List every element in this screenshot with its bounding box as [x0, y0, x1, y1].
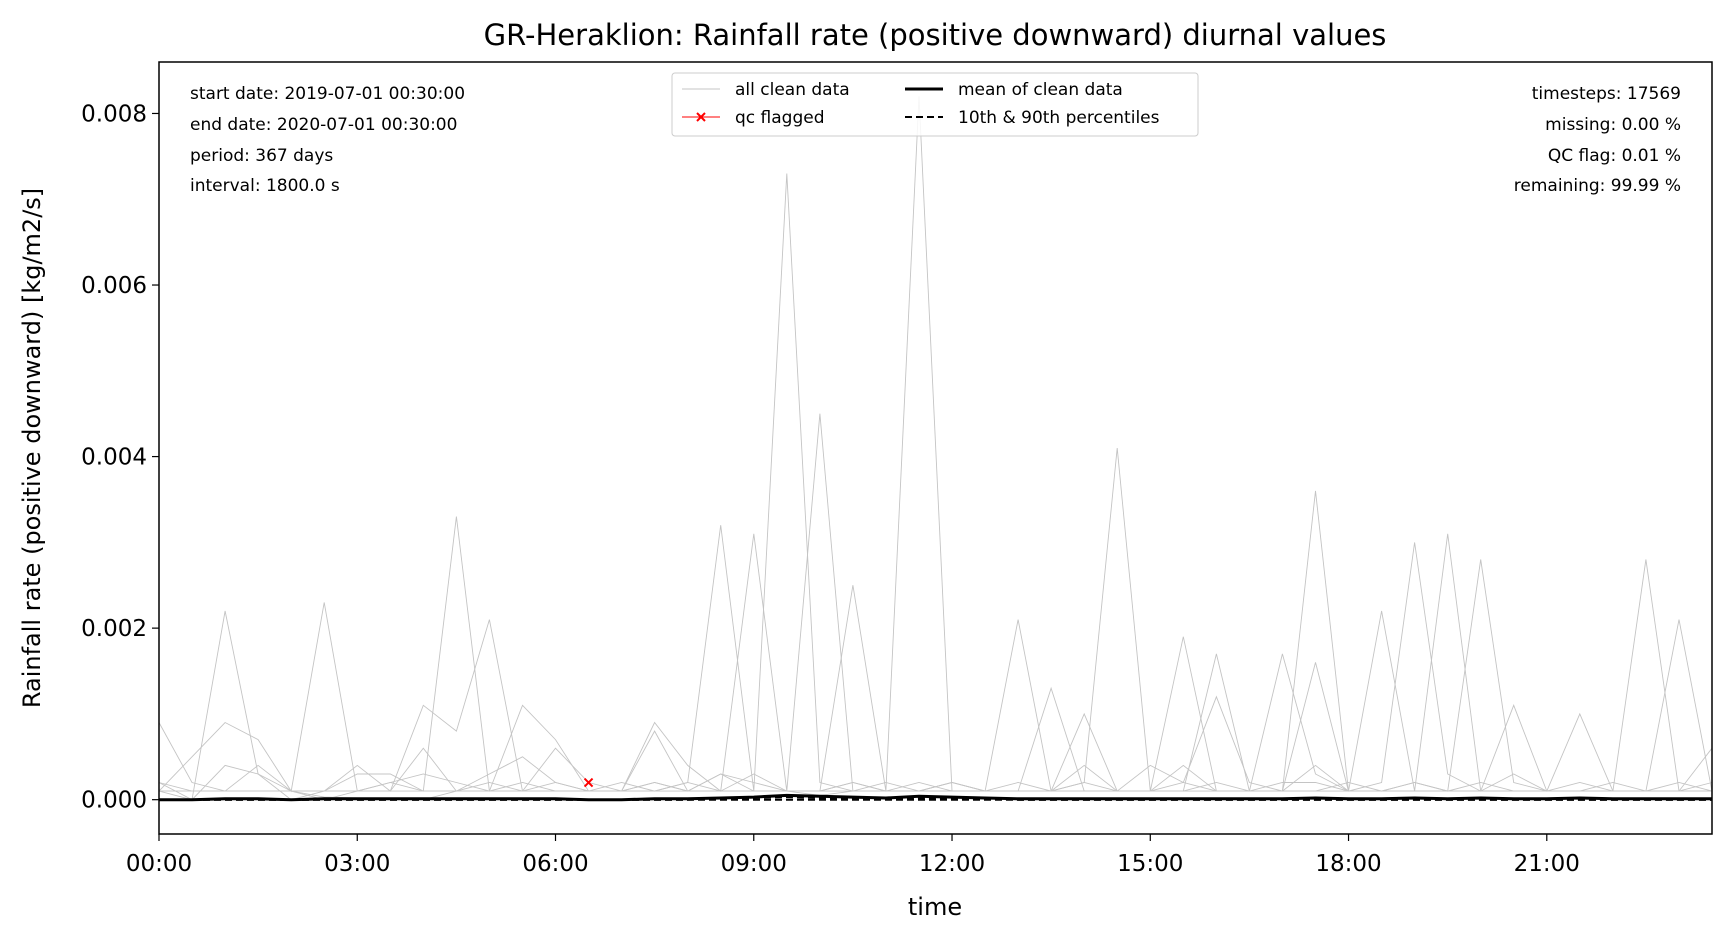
plot-area — [158, 96, 1713, 802]
info-start-date: start date: 2019-07-01 00:30:00 — [190, 84, 465, 104]
info-end-date: end date: 2020-07-01 00:30:00 — [190, 115, 457, 135]
info-left: start date: 2019-07-01 00:30:00 end date… — [190, 84, 465, 196]
x-tick-label-0: 00:00 — [126, 851, 192, 877]
info-remaining: remaining: 99.99 % — [1514, 176, 1681, 196]
x-tick-label-6: 18:00 — [1315, 851, 1381, 877]
y-tick-label-0: 0.000 — [81, 788, 147, 814]
chart-title: GR-Heraklion: Rainfall rate (positive do… — [484, 18, 1387, 52]
y-axis-ticks: 0.000 0.002 0.004 0.006 0.008 — [81, 101, 159, 814]
x-axis-ticks: 00:00 03:00 06:00 09:00 12:00 15:00 18:00 21:00 — [126, 834, 1580, 877]
info-timesteps: timesteps: 17569 — [1532, 84, 1681, 104]
qc-flag-marker-0 — [583, 777, 594, 788]
info-qc-flag: QC flag: 0.01 % — [1548, 146, 1681, 166]
legend-label-clean: all clean data — [735, 80, 850, 100]
x-tick-label-4: 12:00 — [919, 851, 985, 877]
y-tick-label-2: 0.004 — [81, 445, 147, 471]
legend-box — [671, 72, 1199, 137]
x-tick-label-1: 03:00 — [324, 851, 390, 877]
x-tick-label-5: 15:00 — [1117, 851, 1183, 877]
axes-frame — [158, 61, 1713, 835]
info-period: period: 367 days — [190, 146, 333, 166]
y-tick-label-1: 0.002 — [81, 616, 147, 642]
legend-label-mean: mean of clean data — [958, 80, 1123, 100]
x-axis-label: time — [908, 893, 962, 921]
info-missing: missing: 0.00 % — [1545, 115, 1681, 135]
mean-line — [159, 793, 1712, 802]
legend-label-percentiles: 10th & 90th percentiles — [958, 108, 1160, 128]
legend: all clean data qc flagged mean of clean … — [671, 72, 1199, 137]
x-tick-label-2: 06:00 — [522, 851, 588, 877]
legend-qc-marker — [696, 112, 706, 122]
x-tick-label-3: 09:00 — [721, 851, 787, 877]
y-axis-label: Rainfall rate (positive downward) [kg/m2… — [18, 188, 46, 708]
y-tick-label-3: 0.006 — [81, 273, 147, 299]
x-tick-label-7: 21:00 — [1514, 851, 1580, 877]
y-tick-label-4: 0.008 — [81, 101, 147, 127]
info-right: timesteps: 17569 missing: 0.00 % QC flag… — [1514, 84, 1681, 196]
clean-data-line-6 — [159, 653, 1712, 792]
info-interval: interval: 1800.0 s — [190, 176, 340, 196]
legend-label-qc: qc flagged — [735, 108, 825, 128]
